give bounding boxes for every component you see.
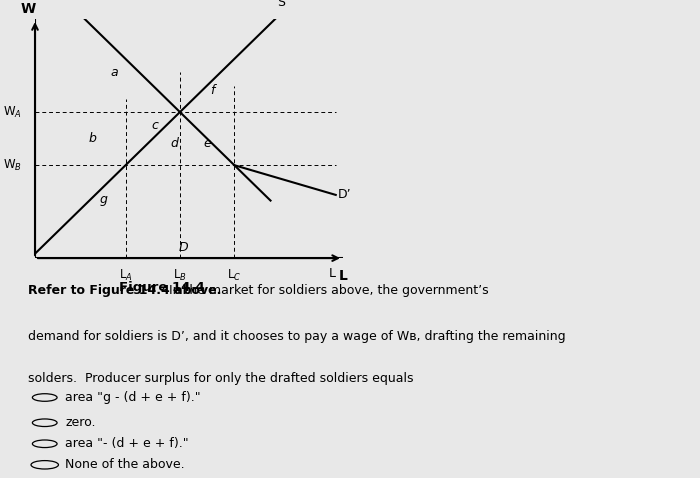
Text: None of the above.: None of the above. <box>65 458 185 471</box>
Text: L$_B$: L$_B$ <box>173 267 187 282</box>
Text: b: b <box>89 132 97 145</box>
Text: In the market for soldiers above, the government’s: In the market for soldiers above, the go… <box>161 284 489 297</box>
Text: D’: D’ <box>337 188 351 201</box>
Text: Refer to Figure 14.4 above.: Refer to Figure 14.4 above. <box>27 284 221 297</box>
Text: S: S <box>277 0 286 9</box>
Text: d: d <box>171 138 178 151</box>
Text: a: a <box>111 66 118 79</box>
Text: D: D <box>178 241 188 254</box>
Text: L: L <box>339 269 347 283</box>
Text: g: g <box>100 193 108 206</box>
Text: W: W <box>20 2 36 16</box>
Text: c: c <box>151 119 158 132</box>
Text: f: f <box>211 84 215 98</box>
Text: W$_A$: W$_A$ <box>4 105 22 120</box>
Text: zero.: zero. <box>65 416 96 429</box>
Text: Figure 14.4: Figure 14.4 <box>119 281 204 293</box>
Text: L: L <box>328 267 335 281</box>
Text: L$_C$: L$_C$ <box>227 267 242 282</box>
Text: demand for soldiers is D’, and it chooses to pay a wage of Wʙ, drafting the rema: demand for soldiers is D’, and it choose… <box>27 330 565 343</box>
Text: solders.  Producer surplus for only the drafted soldiers equals: solders. Producer surplus for only the d… <box>27 372 413 385</box>
Text: area "g - (d + e + f).": area "g - (d + e + f)." <box>65 391 201 404</box>
Text: W$_B$: W$_B$ <box>4 158 22 173</box>
Text: L$_A$: L$_A$ <box>119 267 132 282</box>
Text: e: e <box>203 138 211 151</box>
Text: area "- (d + e + f).": area "- (d + e + f)." <box>65 437 189 450</box>
